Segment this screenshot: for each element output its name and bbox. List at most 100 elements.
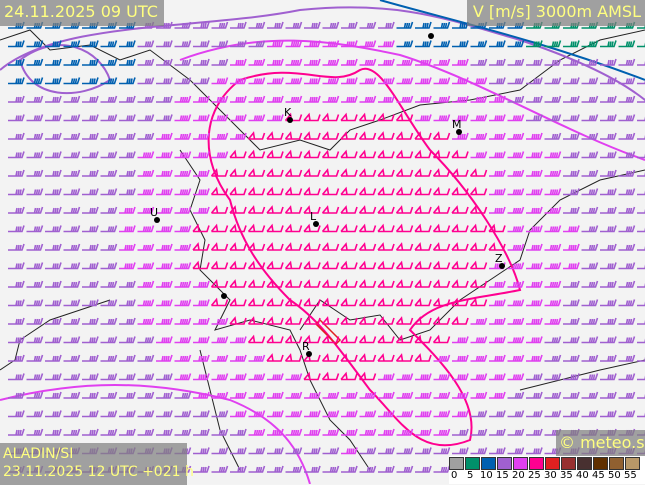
wind-barb: [378, 40, 395, 48]
wind-barb: [321, 168, 340, 177]
wind-barb: [174, 132, 192, 140]
wind-barb: [489, 280, 506, 288]
wind-barb: [8, 151, 25, 159]
wind-barb: [82, 151, 99, 159]
wind-barb: [470, 336, 488, 344]
legend-swatch: [593, 457, 608, 470]
wind-barb: [284, 316, 303, 325]
wind-barb: [45, 280, 62, 288]
wind-barb: [526, 132, 543, 140]
wind-barb: [26, 243, 44, 251]
wind-barb: [340, 149, 358, 159]
wind-barb: [322, 465, 340, 473]
wind-barb: [156, 410, 173, 418]
wind-barb: [378, 58, 395, 66]
wind-barb: [432, 205, 451, 214]
wind-barb: [563, 243, 580, 251]
wind-barb: [100, 169, 118, 177]
wind-barb: [45, 114, 62, 122]
wind-barb: [192, 223, 210, 233]
wind-barb: [526, 188, 543, 196]
wind-barb: [341, 58, 358, 66]
wind-barb: [303, 371, 321, 381]
wind-barb: [230, 354, 247, 362]
wind-barb: [600, 317, 617, 325]
legend-tick: 0: [451, 470, 458, 481]
wind-barb: [452, 447, 469, 455]
wind-barb: [45, 206, 62, 214]
wind-barb: [303, 279, 321, 288]
legend-tick: 25: [528, 470, 541, 481]
wind-barb: [266, 186, 284, 196]
wind-barb: [248, 373, 266, 381]
model-name: ALADIN/SI: [3, 446, 74, 462]
wind-barb: [359, 21, 377, 29]
wind-barb: [563, 169, 580, 177]
wind-barb: [267, 428, 284, 436]
wind-barb: [137, 132, 155, 140]
wind-barb: [618, 132, 636, 140]
legend-tick: 50: [608, 470, 621, 481]
wind-barb: [248, 354, 266, 362]
wind-barb: [8, 40, 25, 48]
wind-barb: [285, 58, 303, 66]
wind-barb: [618, 95, 636, 103]
wind-barb: [359, 77, 377, 85]
wind-barb: [395, 297, 414, 307]
wind-barb: [618, 299, 636, 307]
wind-barb: [507, 391, 525, 399]
wind-barb: [452, 77, 469, 85]
wind-barb: [526, 336, 543, 344]
wind-barb: [395, 260, 414, 270]
city-dot-l: [313, 221, 319, 227]
wind-barb: [581, 410, 599, 418]
wind-barb: [156, 40, 173, 48]
wind-barb: [156, 132, 173, 140]
wind-barb: [174, 21, 192, 29]
wind-barb: [322, 40, 340, 48]
wind-barb: [247, 334, 266, 344]
wind-barb: [581, 188, 599, 196]
wind-barb: [63, 58, 81, 66]
wind-barb: [230, 21, 247, 29]
wind-barb: [378, 465, 395, 473]
wind-barb: [544, 188, 562, 196]
wind-barb: [119, 299, 136, 307]
wind-barb: [395, 112, 414, 122]
wind-barb: [193, 354, 210, 362]
wind-barb: [452, 40, 469, 48]
wind-barb: [8, 169, 25, 177]
wind-barb: [63, 77, 81, 85]
parameter-label: V [m/s] 3000m AMSL: [466, 0, 645, 26]
wind-barb: [452, 132, 469, 140]
wind-barb: [267, 465, 284, 473]
wind-barb: [45, 354, 62, 362]
wind-barb: [45, 225, 62, 233]
city-label-k: K: [284, 106, 292, 119]
wind-barb: [284, 205, 303, 214]
wind-barb: [174, 95, 192, 103]
wind-barb: [321, 334, 340, 344]
wind-barb: [469, 260, 488, 270]
legend-swatch: [529, 457, 544, 470]
wind-barb: [304, 21, 321, 29]
wind-barb: [544, 336, 562, 344]
wind-barb: [156, 95, 173, 103]
wind-barb: [563, 410, 580, 418]
wind-barb: [193, 391, 210, 399]
legend-tick: 15: [496, 470, 509, 481]
wind-barb: [211, 373, 229, 381]
wind-barb: [100, 391, 118, 399]
wind-barb: [100, 77, 118, 85]
wind-barb: [469, 297, 488, 307]
wind-barb: [378, 77, 395, 85]
wind-barb: [248, 40, 266, 48]
wind-barb: [267, 391, 284, 399]
city-label-m: M: [452, 118, 462, 131]
wind-barb: [618, 410, 636, 418]
wind-barb: [395, 205, 414, 214]
wind-barb: [285, 95, 303, 103]
wind-barb: [63, 299, 81, 307]
wind-barb: [137, 243, 155, 251]
legend-tick: 55: [624, 470, 637, 481]
